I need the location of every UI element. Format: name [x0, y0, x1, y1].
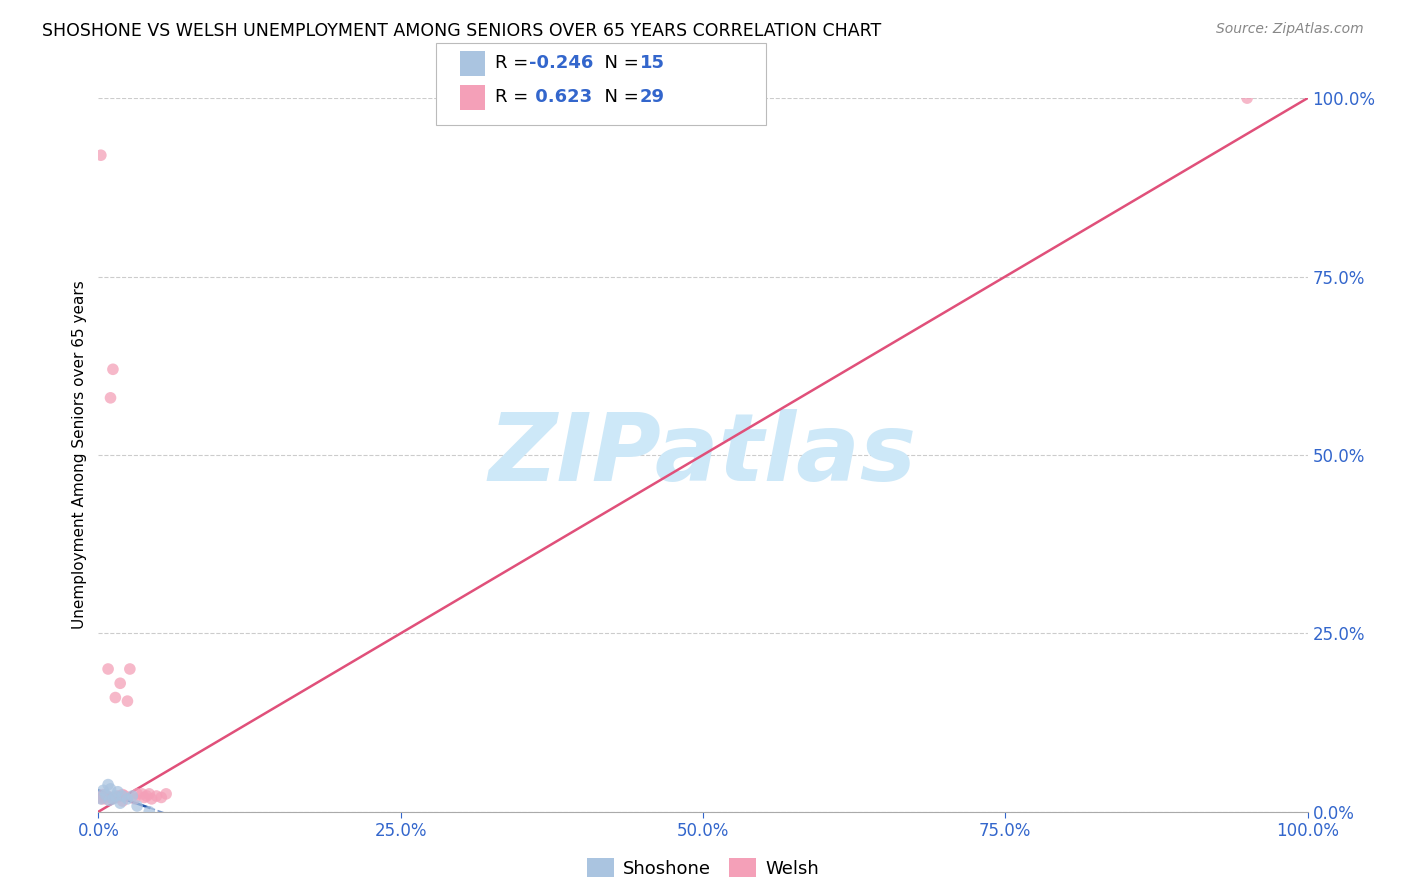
Point	[90, 790, 112, 805]
Point	[138, 805, 160, 819]
Point	[94, 788, 117, 802]
Point	[105, 790, 128, 805]
Point	[94, 792, 117, 806]
Point	[1236, 91, 1258, 105]
Y-axis label: Unemployment Among Seniors over 65 years: Unemployment Among Seniors over 65 years	[72, 281, 87, 629]
Point	[100, 790, 122, 805]
Point	[127, 787, 149, 801]
Text: 29: 29	[640, 88, 665, 106]
Point	[104, 690, 127, 705]
Point	[117, 694, 139, 708]
Text: Source: ZipAtlas.com: Source: ZipAtlas.com	[1216, 22, 1364, 37]
Point	[111, 794, 134, 808]
Point	[97, 778, 120, 792]
Text: N =: N =	[593, 54, 645, 72]
Point	[117, 792, 139, 806]
Point	[150, 790, 173, 805]
Text: R =: R =	[495, 88, 534, 106]
Point	[91, 792, 114, 806]
Text: SHOSHONE VS WELSH UNEMPLOYMENT AMONG SENIORS OVER 65 YEARS CORRELATION CHART: SHOSHONE VS WELSH UNEMPLOYMENT AMONG SEN…	[42, 22, 882, 40]
Point	[108, 796, 131, 810]
Point	[155, 787, 177, 801]
Text: -0.246: -0.246	[529, 54, 593, 72]
Point	[127, 799, 149, 814]
Point	[118, 662, 141, 676]
Text: N =: N =	[593, 88, 645, 106]
Point	[98, 793, 121, 807]
Point	[100, 781, 122, 796]
Point	[96, 789, 118, 803]
Text: 0.623: 0.623	[529, 88, 592, 106]
Point	[138, 787, 160, 801]
Point	[141, 792, 163, 806]
Point	[101, 792, 124, 806]
Point	[104, 789, 127, 803]
Text: 15: 15	[640, 54, 665, 72]
Text: ZIPatlas: ZIPatlas	[489, 409, 917, 501]
Point	[107, 785, 129, 799]
Point	[134, 790, 156, 805]
Point	[101, 362, 124, 376]
Point	[97, 662, 120, 676]
Point	[91, 788, 114, 802]
Point	[121, 789, 143, 803]
Point	[91, 783, 114, 797]
Point	[90, 148, 112, 162]
Point	[107, 789, 129, 803]
Point	[145, 789, 167, 803]
Text: R =: R =	[495, 54, 534, 72]
Legend: Shoshone, Welsh: Shoshone, Welsh	[579, 851, 827, 885]
Point	[124, 792, 146, 806]
Point	[90, 792, 112, 806]
Point	[100, 391, 122, 405]
Point	[111, 789, 134, 803]
Point	[131, 787, 153, 801]
Point	[108, 676, 131, 690]
Point	[114, 789, 136, 803]
Point	[111, 788, 134, 802]
Point	[135, 789, 157, 803]
